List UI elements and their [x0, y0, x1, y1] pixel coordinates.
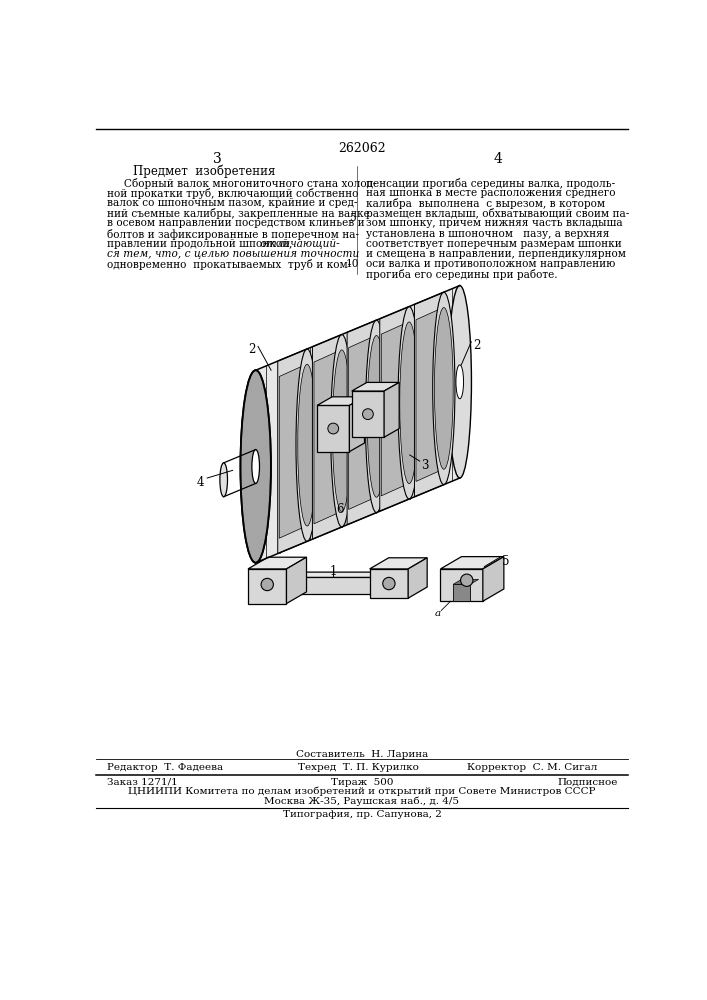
Text: Типография, пр. Сапунова, 2: Типография, пр. Сапунова, 2 [283, 810, 441, 819]
Text: Предмет  изобретения: Предмет изобретения [133, 165, 275, 178]
Text: 3: 3 [213, 152, 221, 166]
Ellipse shape [328, 423, 339, 434]
Text: Корректор  С. М. Сигал: Корректор С. М. Сигал [467, 763, 598, 772]
Text: оси валка и противоположном направлению: оси валка и противоположном направлению [366, 259, 615, 269]
Ellipse shape [460, 574, 473, 586]
Polygon shape [380, 307, 409, 511]
Polygon shape [483, 557, 504, 601]
Text: отличающий-: отличающий- [257, 239, 340, 249]
Text: установлена в шпоночном   пазу, а верхняя: установлена в шпоночном пазу, а верхняя [366, 229, 609, 239]
Text: 2: 2 [474, 339, 481, 352]
Text: Техред  Т. П. Курилко: Техред Т. П. Курилко [298, 763, 419, 772]
Text: и смещена в направлении, перпендикулярном: и смещена в направлении, перпендикулярно… [366, 249, 626, 259]
Polygon shape [286, 557, 307, 604]
Polygon shape [248, 557, 307, 569]
Polygon shape [279, 364, 306, 538]
Ellipse shape [363, 409, 373, 420]
Polygon shape [317, 405, 349, 452]
Text: 6: 6 [337, 503, 344, 516]
Text: ся тем, что, с целью повышения точности: ся тем, что, с целью повышения точности [107, 249, 359, 259]
Text: 4: 4 [493, 152, 503, 166]
Polygon shape [266, 572, 389, 577]
Text: калибра  выполнена  с вырезом, в котором: калибра выполнена с вырезом, в котором [366, 198, 605, 209]
Ellipse shape [332, 350, 351, 512]
Polygon shape [384, 382, 399, 437]
Polygon shape [278, 349, 307, 554]
Text: ная шпонка в месте расположения среднего: ная шпонка в месте расположения среднего [366, 188, 615, 198]
Text: Подписное: Подписное [557, 778, 618, 787]
Text: в осевом направлении посредством клиньев и: в осевом направлении посредством клиньев… [107, 218, 365, 228]
Polygon shape [440, 557, 504, 569]
Polygon shape [256, 286, 460, 563]
Ellipse shape [382, 577, 395, 590]
Text: 2: 2 [248, 343, 256, 356]
Polygon shape [314, 350, 341, 524]
Text: зом шпонку, причем нижняя часть вкладыша: зом шпонку, причем нижняя часть вкладыша [366, 218, 622, 228]
Polygon shape [317, 397, 365, 405]
Polygon shape [248, 569, 286, 604]
Ellipse shape [456, 365, 464, 399]
Text: 5: 5 [502, 555, 510, 568]
Polygon shape [440, 569, 483, 601]
Text: 10: 10 [345, 259, 358, 269]
Ellipse shape [435, 308, 453, 469]
Polygon shape [347, 320, 377, 525]
Text: 4: 4 [197, 476, 204, 489]
Text: ЦНИИПИ Комитета по делам изобретений и открытий при Совете Министров СССР: ЦНИИПИ Комитета по делам изобретений и о… [128, 787, 596, 796]
Ellipse shape [367, 336, 386, 497]
Text: ной прокатки труб, включающий собственно: ной прокатки труб, включающий собственно [107, 188, 358, 199]
Text: a: a [435, 609, 441, 618]
Text: Заказ 1271/1: Заказ 1271/1 [107, 778, 178, 787]
Text: 3: 3 [421, 459, 428, 472]
Text: Сборный валок многониточного стана холод-: Сборный валок многониточного стана холод… [107, 178, 377, 189]
Polygon shape [349, 397, 365, 452]
Polygon shape [352, 382, 399, 391]
Ellipse shape [261, 578, 274, 591]
Text: размещен вкладыш, обхватывающий своим па-: размещен вкладыш, обхватывающий своим па… [366, 208, 629, 219]
Polygon shape [349, 336, 375, 509]
Text: пенсации прогиба середины валка, продоль-: пенсации прогиба середины валка, продоль… [366, 178, 615, 189]
Ellipse shape [448, 286, 472, 478]
Text: ний съемные калибры, закрепленные на валке: ний съемные калибры, закрепленные на вал… [107, 208, 370, 219]
Ellipse shape [252, 450, 259, 483]
Ellipse shape [366, 320, 387, 513]
Ellipse shape [296, 349, 318, 541]
Text: 5: 5 [349, 213, 355, 223]
Ellipse shape [331, 335, 353, 527]
Polygon shape [414, 292, 444, 497]
Polygon shape [370, 558, 427, 569]
Text: Тираж  500: Тираж 500 [331, 778, 393, 787]
Polygon shape [408, 558, 427, 598]
Ellipse shape [398, 307, 420, 499]
Polygon shape [266, 577, 380, 594]
Polygon shape [381, 322, 409, 496]
Text: 1: 1 [329, 565, 337, 578]
Text: Москва Ж-35, Раушская наб., д. 4/5: Москва Ж-35, Раушская наб., д. 4/5 [264, 797, 460, 806]
Polygon shape [370, 569, 408, 598]
Polygon shape [352, 391, 384, 437]
Ellipse shape [433, 292, 455, 485]
Text: 262062: 262062 [338, 142, 386, 155]
Text: Составитель  Н. Ларина: Составитель Н. Ларина [296, 750, 428, 759]
Text: правлении продольной шпонкой,: правлении продольной шпонкой, [107, 239, 293, 249]
Text: Редактор  Т. Фадеева: Редактор Т. Фадеева [107, 763, 223, 772]
Polygon shape [453, 579, 479, 584]
Polygon shape [380, 572, 389, 594]
Polygon shape [312, 335, 341, 539]
Text: болтов и зафиксированные в поперечном на-: болтов и зафиксированные в поперечном на… [107, 229, 359, 240]
Ellipse shape [399, 322, 419, 484]
Text: одновременно  прокатываемых  труб и ком-: одновременно прокатываемых труб и ком- [107, 259, 351, 270]
Polygon shape [416, 308, 443, 481]
Ellipse shape [298, 364, 317, 526]
Ellipse shape [240, 370, 271, 563]
Ellipse shape [220, 463, 228, 497]
Text: валок со шпоночным пазом, крайние и сред-: валок со шпоночным пазом, крайние и сред… [107, 198, 358, 208]
Polygon shape [453, 584, 470, 601]
Text: прогиба его середины при работе.: прогиба его середины при работе. [366, 269, 557, 280]
Text: соответствует поперечным размерам шпонки: соответствует поперечным размерам шпонки [366, 239, 621, 249]
